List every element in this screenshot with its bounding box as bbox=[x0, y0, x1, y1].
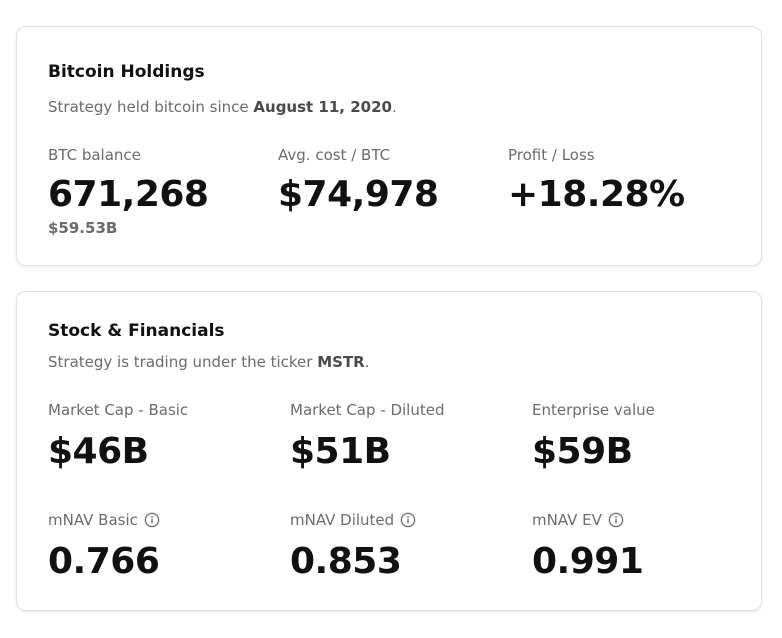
enterprise-value-metric: Enterprise value $59B bbox=[532, 400, 655, 474]
btc-balance-value: 671,268 bbox=[48, 174, 209, 215]
btc-balance-usd: $59.53B bbox=[48, 219, 118, 237]
holdings-subtitle: Strategy held bitcoin since August 11, 2… bbox=[48, 98, 397, 116]
mnav-ev-value: 0.991 bbox=[532, 541, 644, 582]
info-icon[interactable] bbox=[608, 512, 624, 528]
holdings-subtitle-suffix: . bbox=[391, 98, 397, 116]
market-cap-diluted-metric: Market Cap - Diluted $51B bbox=[290, 400, 445, 474]
avg-cost-value: $74,978 bbox=[278, 174, 439, 215]
mnav-ev-metric: mNAV EV 0.991 bbox=[532, 510, 644, 584]
mnav-basic-label-row: mNAV Basic bbox=[48, 510, 160, 530]
info-icon[interactable] bbox=[144, 512, 160, 528]
avg-cost-label: Avg. cost / BTC bbox=[278, 146, 391, 164]
stock-subtitle-suffix: . bbox=[364, 353, 370, 371]
mnav-basic-label: mNAV Basic bbox=[48, 511, 138, 529]
holdings-since-date: August 11, 2020 bbox=[253, 98, 392, 116]
mnav-ev-label-row: mNAV EV bbox=[532, 510, 643, 530]
bitcoin-holdings-card: Bitcoin Holdings Strategy held bitcoin s… bbox=[16, 26, 762, 266]
market-cap-basic-value: $46B bbox=[48, 431, 149, 472]
market-cap-diluted-label: Market Cap - Diluted bbox=[290, 401, 445, 419]
market-cap-basic-label: Market Cap - Basic bbox=[48, 401, 189, 419]
mnav-ev-label: mNAV EV bbox=[532, 511, 602, 529]
market-cap-diluted-value: $51B bbox=[290, 431, 391, 472]
mnav-diluted-label-row: mNAV Diluted bbox=[290, 510, 416, 530]
info-icon[interactable] bbox=[400, 512, 416, 528]
profit-loss-label: Profit / Loss bbox=[508, 146, 595, 164]
mnav-diluted-label: mNAV Diluted bbox=[290, 511, 395, 529]
stock-ticker: MSTR bbox=[317, 353, 365, 371]
enterprise-value-value: $59B bbox=[532, 431, 633, 472]
profit-loss-value: +18.28% bbox=[508, 174, 685, 215]
market-cap-basic-metric: Market Cap - Basic $46B bbox=[48, 400, 188, 474]
btc-balance-label: BTC balance bbox=[48, 146, 141, 164]
mnav-basic-value: 0.766 bbox=[48, 541, 160, 582]
holdings-subtitle-prefix: Strategy held bitcoin since bbox=[48, 98, 254, 116]
stock-subtitle-prefix: Strategy is trading under the ticker bbox=[48, 353, 318, 371]
stock-subtitle: Strategy is trading under the ticker MST… bbox=[48, 353, 370, 371]
mnav-diluted-value: 0.853 bbox=[290, 541, 402, 582]
profit-loss-metric: Profit / Loss +18.28% bbox=[508, 145, 685, 217]
mnav-basic-metric: mNAV Basic 0.766 bbox=[48, 510, 160, 584]
btc-balance-metric: BTC balance 671,268 $59.53B bbox=[48, 145, 209, 237]
stock-title: Stock & Financials bbox=[48, 321, 225, 341]
mnav-diluted-metric: mNAV Diluted 0.853 bbox=[290, 510, 416, 584]
enterprise-value-label: Enterprise value bbox=[532, 401, 655, 419]
avg-cost-metric: Avg. cost / BTC $74,978 bbox=[278, 145, 439, 217]
holdings-title: Bitcoin Holdings bbox=[48, 62, 205, 82]
stock-financials-card: Stock & Financials Strategy is trading u… bbox=[16, 291, 762, 611]
